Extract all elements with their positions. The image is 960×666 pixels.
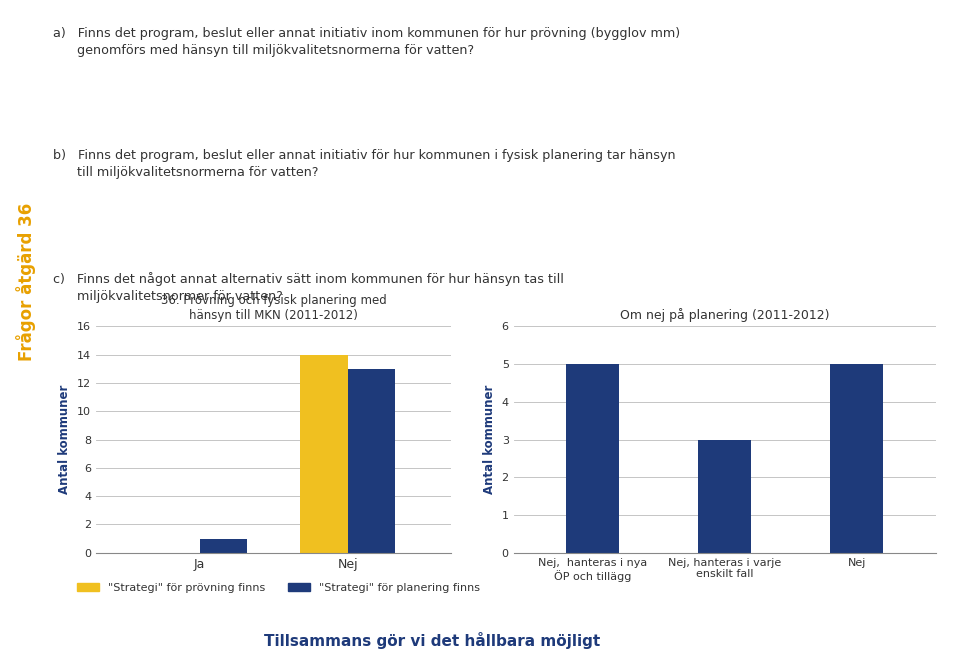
Bar	[300, 354, 348, 553]
Title: Om nej på planering (2011-2012): Om nej på planering (2011-2012)	[620, 308, 829, 322]
Y-axis label: Antal kommuner: Antal kommuner	[483, 385, 496, 494]
Title: 36. Prövning och fysisk planering med
hänsyn till MKN (2011-2012): 36. Prövning och fysisk planering med hä…	[160, 294, 387, 322]
Bar	[566, 364, 619, 553]
Text: a)   Finns det program, beslut eller annat initiativ inom kommunen för hur prövn: a) Finns det program, beslut eller annat…	[53, 27, 680, 57]
Legend: "Strategi" för prövning finns, "Strategi" för planering finns: "Strategi" för prövning finns, "Strategi…	[73, 578, 485, 597]
Bar	[830, 364, 883, 553]
Bar	[348, 369, 395, 553]
Text: Frågor åtgärd 36: Frågor åtgärd 36	[16, 203, 36, 361]
Text: Tillsammans gör vi det hållbara möjligt: Tillsammans gör vi det hållbara möjligt	[264, 632, 600, 649]
Bar	[200, 539, 247, 553]
Bar	[699, 440, 752, 553]
Y-axis label: Antal kommuner: Antal kommuner	[59, 385, 71, 494]
Text: c)   Finns det något annat alternativ sätt inom kommunen för hur hänsyn tas till: c) Finns det något annat alternativ sätt…	[53, 272, 564, 302]
Text: b)   Finns det program, beslut eller annat initiativ för hur kommunen i fysisk p: b) Finns det program, beslut eller annat…	[53, 149, 676, 179]
